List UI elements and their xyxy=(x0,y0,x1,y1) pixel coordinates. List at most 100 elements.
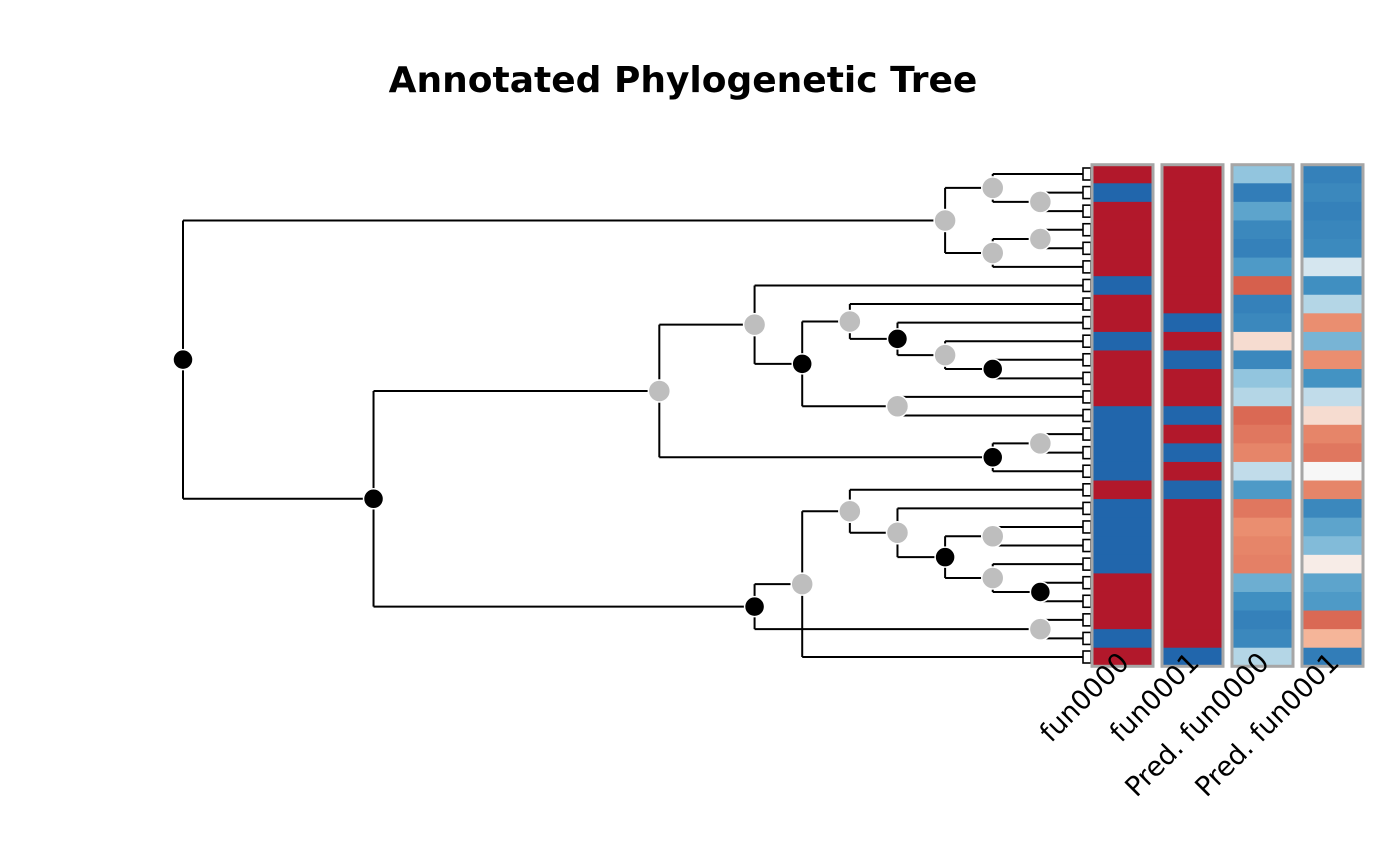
heatmap-cell xyxy=(1162,406,1223,426)
heatmap-cell xyxy=(1232,201,1293,222)
heatmap-cell xyxy=(1232,406,1293,426)
heatmap-cell xyxy=(1232,536,1293,556)
node-marker-gray xyxy=(885,394,910,418)
tip-marker xyxy=(1082,575,1092,590)
node-marker-black xyxy=(1029,581,1052,603)
heatmap-cell xyxy=(1302,331,1363,352)
heatmap-cell xyxy=(1302,610,1363,630)
heatmap-cell xyxy=(1232,369,1293,389)
heatmap-panel-border xyxy=(1230,163,1295,668)
heatmap-cell xyxy=(1092,369,1153,389)
heatmap-cell xyxy=(1162,201,1223,222)
heatmap-cell xyxy=(1302,406,1363,426)
tip-marker xyxy=(1082,613,1092,627)
heatmap-cell xyxy=(1232,554,1293,575)
node-marker-gray xyxy=(838,309,862,334)
tip-marker xyxy=(1082,334,1092,348)
heatmap-cell xyxy=(1302,629,1363,649)
tip-marker xyxy=(1082,650,1092,664)
heatmap-cell xyxy=(1302,313,1363,333)
heatmap-cell xyxy=(1302,480,1363,500)
heatmap-cell xyxy=(1232,610,1293,630)
tip-marker xyxy=(1082,222,1092,237)
heatmap-cell xyxy=(1162,350,1223,370)
heatmap-cell xyxy=(1232,220,1293,240)
heatmap-cell xyxy=(1092,610,1153,630)
heatmap-cell xyxy=(1232,331,1293,352)
heatmap-cell xyxy=(1302,294,1363,314)
heatmap-cell xyxy=(1302,387,1363,407)
node-marker-black xyxy=(791,353,813,375)
tip-marker xyxy=(1082,408,1092,423)
heatmap-cell xyxy=(1232,294,1293,314)
heatmap-cell xyxy=(1302,239,1363,259)
heatmap-cell xyxy=(1162,257,1223,277)
heatmap-cell xyxy=(1162,443,1223,463)
tip-marker xyxy=(1082,297,1092,311)
heatmap-cell xyxy=(1092,461,1153,482)
heatmap-cell xyxy=(1302,443,1363,463)
tip-marker xyxy=(1082,501,1092,516)
heatmap-cell xyxy=(1232,573,1293,593)
tip-marker xyxy=(1082,315,1092,330)
node-marker-gray xyxy=(647,379,672,403)
heatmap-cell xyxy=(1162,424,1223,444)
heatmap-cell xyxy=(1092,276,1153,296)
heatmap-cell xyxy=(1092,499,1153,519)
node-marker-gray xyxy=(838,499,862,524)
tip-marker xyxy=(1082,241,1092,256)
tip-marker xyxy=(1082,464,1092,479)
heatmap-cell xyxy=(1092,591,1153,612)
heatmap-cell xyxy=(1232,647,1293,667)
node-marker-gray xyxy=(980,241,1005,265)
heatmap-cell xyxy=(1302,183,1363,203)
heatmap-cell xyxy=(1092,313,1153,333)
tip-marker xyxy=(1082,278,1092,293)
heatmap-cell xyxy=(1232,480,1293,500)
heatmap-panel-border xyxy=(1160,163,1225,668)
node-marker-gray xyxy=(933,208,957,233)
node-marker-black xyxy=(362,488,385,510)
tip-marker xyxy=(1082,204,1092,218)
heatmap-cell xyxy=(1162,276,1223,296)
heatmap-cell xyxy=(1092,220,1153,240)
heatmap-cell xyxy=(1302,369,1363,389)
heatmap-cell xyxy=(1092,406,1153,426)
heatmap-cell xyxy=(1302,573,1363,593)
heatmap-cell xyxy=(1162,369,1223,389)
heatmap-cell xyxy=(1092,554,1153,575)
heatmap-cell xyxy=(1092,573,1153,593)
heatmap-cell xyxy=(1162,164,1223,184)
tree-branches xyxy=(182,173,1088,658)
heatmap-cell xyxy=(1092,480,1153,500)
heatmap-cell xyxy=(1302,164,1363,184)
heatmap-cell xyxy=(1162,387,1223,407)
heatmap-cell xyxy=(1092,257,1153,277)
tip-marker xyxy=(1082,260,1092,274)
heatmap-cell xyxy=(1162,610,1223,630)
heatmap-cell xyxy=(1092,164,1153,184)
heatmap-cell xyxy=(1302,536,1363,556)
heatmap-cell xyxy=(1302,554,1363,575)
heatmap-cell xyxy=(1092,183,1153,203)
heatmap-cell xyxy=(1232,629,1293,649)
heatmap-cell xyxy=(1092,536,1153,556)
node-marker-gray xyxy=(980,176,1005,200)
heatmap-cell xyxy=(1232,276,1293,296)
tip-marker xyxy=(1082,594,1092,609)
node-marker-gray xyxy=(742,312,767,337)
heatmap-cell xyxy=(1302,591,1363,612)
heatmap-cell xyxy=(1232,443,1293,463)
heatmap-cell xyxy=(1232,257,1293,277)
heatmap xyxy=(1090,163,1365,668)
node-marker-black xyxy=(934,546,956,568)
heatmap-cell xyxy=(1092,294,1153,314)
heatmap-cell xyxy=(1302,647,1363,667)
heatmap-cell xyxy=(1162,183,1223,203)
heatmap-cell xyxy=(1092,647,1153,667)
heatmap-cell xyxy=(1232,591,1293,612)
heatmap-cell xyxy=(1162,239,1223,259)
heatmap-cell xyxy=(1162,331,1223,352)
node-marker-black xyxy=(172,348,194,371)
node-marker-gray xyxy=(980,566,1005,590)
